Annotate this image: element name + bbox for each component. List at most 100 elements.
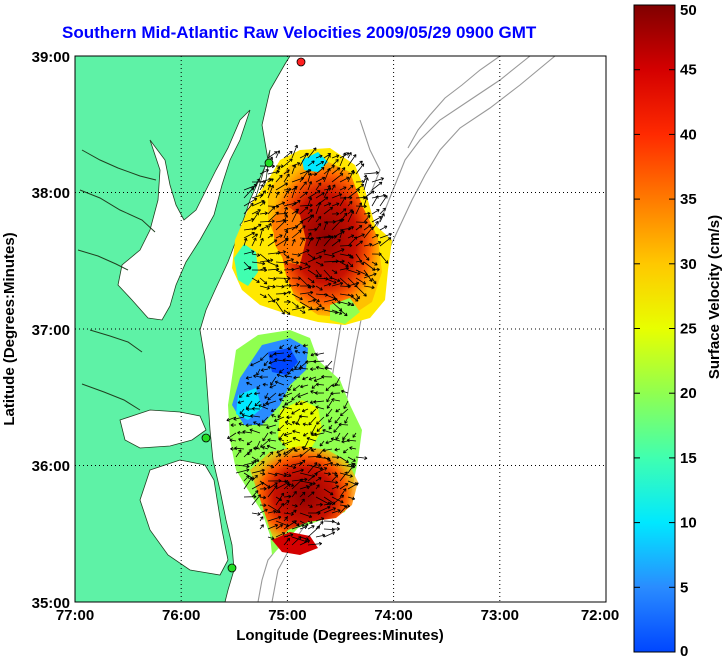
velocity-arrow [339, 472, 353, 478]
velocity-arrow [298, 366, 309, 371]
velocity-arrow [339, 309, 348, 317]
velocity-arrow [328, 416, 333, 423]
velocity-arrow [299, 152, 308, 167]
velocity-arrow [347, 169, 355, 183]
velocity-arrow [331, 277, 341, 283]
velocity-arrow [371, 216, 382, 223]
velocity-arrow [277, 408, 285, 419]
velocity-arrow [284, 374, 293, 378]
velocity-arrow [243, 197, 258, 207]
velocity-arrow [243, 237, 248, 247]
velocity-arrow [371, 267, 380, 272]
velocity-arrow [325, 384, 333, 392]
velocity-arrow [283, 432, 293, 437]
velocity-arrow [234, 446, 245, 451]
velocity-arrow [258, 404, 269, 410]
velocity-arrow [291, 478, 303, 490]
velocity-arrow [308, 416, 317, 426]
velocity-arrow [267, 184, 275, 199]
velocity-arrow [339, 167, 346, 175]
velocity-arrow [257, 423, 269, 427]
velocity-arrow [243, 449, 253, 458]
velocity-arrow [267, 504, 281, 513]
velocity-arrow [291, 468, 304, 474]
velocity-arrow [259, 211, 268, 216]
velocity-arrow [307, 482, 313, 490]
velocity-arrow [267, 536, 275, 540]
velocity-arrow [291, 283, 300, 287]
velocity-arrow [363, 285, 375, 290]
velocity-arrow [291, 420, 301, 426]
velocity-arrow [347, 184, 354, 191]
velocity-arrow [279, 398, 285, 402]
velocity-arrow [299, 485, 310, 490]
velocity-arrow [251, 233, 258, 239]
velocity-arrow [322, 428, 333, 434]
velocity-arrow [275, 150, 281, 159]
velocity-arrow [283, 533, 294, 538]
velocity-arrow [335, 408, 341, 413]
x-tick-label: 76:00 [162, 607, 200, 624]
velocity-arrow [265, 400, 277, 406]
velocity-arrow [302, 376, 309, 381]
velocity-arrow [256, 368, 261, 376]
velocity-arrow [331, 509, 341, 514]
velocity-arrow [323, 253, 335, 258]
velocity-arrow [259, 495, 267, 500]
velocity-arrow [331, 462, 340, 467]
velocity-arrow [355, 233, 365, 239]
velocity-arrow [259, 508, 268, 514]
velocity-arrow [275, 276, 291, 281]
velocity-arrow [315, 285, 323, 291]
velocity-arrow [331, 193, 343, 199]
velocity-arrow [328, 424, 333, 430]
velocity-arrow [261, 446, 269, 450]
velocity-arrow [291, 260, 300, 265]
velocity-arrow [291, 293, 303, 301]
velocity-arrow [355, 456, 368, 460]
velocity-arrow [299, 525, 308, 530]
velocity-arrow [288, 344, 293, 351]
velocity-arrow [299, 309, 306, 314]
velocity-arrow [363, 190, 375, 199]
velocity-arrow [323, 277, 337, 284]
velocity-arrow [330, 391, 341, 396]
velocity-arrow [275, 502, 285, 514]
velocity-arrow [306, 436, 317, 442]
velocity-arrow [267, 178, 274, 183]
velocity-arrow [291, 536, 302, 546]
velocity-arrow [292, 384, 301, 391]
velocity-arrow [259, 285, 270, 290]
velocity-arrow [267, 206, 276, 215]
velocity-arrow [251, 261, 266, 266]
velocity-arrow [267, 451, 274, 458]
velocity-arrow [315, 521, 324, 530]
velocity-arrow [302, 350, 309, 355]
velocity-arrow [352, 432, 357, 438]
velocity-arrow [256, 384, 261, 390]
velocity-arrow [344, 416, 349, 424]
velocity-arrow [267, 392, 277, 401]
x-tick-label: 75:00 [268, 607, 306, 624]
station-marker-south [227, 563, 237, 573]
velocity-arrow [331, 173, 344, 183]
velocity-arrow [267, 485, 278, 498]
velocity-arrow [262, 382, 269, 387]
velocity-arrow [299, 520, 309, 526]
station-marker-red [296, 57, 306, 67]
velocity-arrow [323, 531, 336, 538]
velocity-arrow [371, 181, 383, 191]
velocity-arrow [307, 491, 315, 498]
velocity-arrow [316, 424, 325, 432]
velocity-arrow [283, 299, 291, 304]
velocity-arrow [323, 221, 329, 231]
velocity-arrow [251, 512, 261, 516]
velocity-arrow [347, 154, 357, 167]
velocity-arrow [315, 236, 321, 247]
colorbar-tick-label: 20 [680, 385, 697, 402]
velocity-arrow [349, 446, 357, 450]
velocity-arrow [267, 233, 274, 239]
velocity-arrow [331, 184, 336, 191]
velocity-arrow [291, 199, 301, 207]
velocity-arrow [347, 482, 359, 490]
